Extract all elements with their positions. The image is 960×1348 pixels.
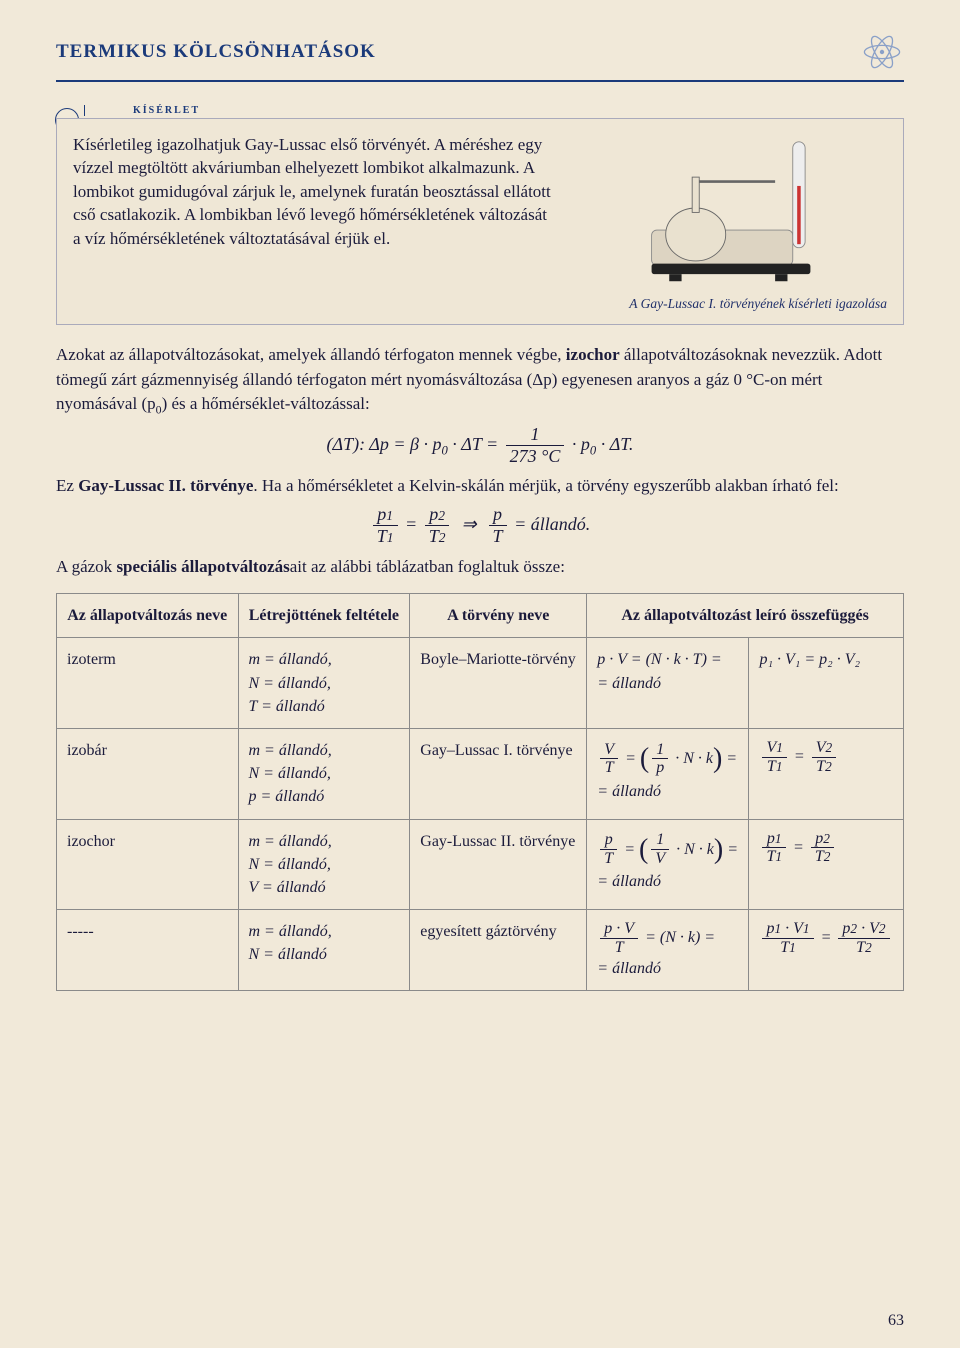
e: p · V = (N · k · T) = — [597, 651, 721, 668]
cell-eq-b: V1T1 = V2T2 — [749, 729, 904, 820]
c: T = állandó — [249, 698, 325, 715]
c: m = állandó, — [249, 742, 332, 759]
paragraph-3: A gázok speciális állapotváltozásait az … — [56, 555, 904, 580]
cell-eq-a: p · V = (N · k · T) = = állandó — [587, 638, 749, 729]
experiment-text: Kísérletileg igazolhatjuk Gay-Lussac els… — [73, 133, 557, 314]
c: m = állandó, — [249, 923, 332, 940]
body-text: Azokat az állapotváltozásokat, amelyek á… — [56, 343, 904, 991]
table-header-row: Az állapot­változás neve Létrejöttének f… — [57, 594, 904, 638]
cell-name: ----- — [57, 910, 239, 991]
section-tag: KÍSÉRLET — [84, 105, 200, 116]
experiment-figure: A Gay-Lussac I. törvényének kísérleti ig… — [575, 133, 887, 314]
e: = állandó — [597, 675, 661, 692]
atom-icon — [860, 30, 904, 74]
cell-cond: m = állandó, N = állandó, V = állandó — [238, 819, 410, 910]
text: . Ha a hőmérsékletet a Kelvin-skálán mér… — [253, 476, 838, 495]
e: = (N · k) = — [645, 929, 715, 946]
table-row: izochor m = állandó, N = állandó, V = ál… — [57, 819, 904, 910]
table-row: ----- m = állandó, N = állandó egyesítet… — [57, 910, 904, 991]
table-row: izoterm m = állandó, N = állandó, T = ál… — [57, 638, 904, 729]
c: m = állandó, — [249, 833, 332, 850]
cell-name: izobár — [57, 729, 239, 820]
table-row: izobár m = állandó, N = állandó, p = áll… — [57, 729, 904, 820]
cell-eq-b: p₁ · V₁ = p₂ · V₂ — [749, 638, 904, 729]
text: ait az alábbi táblázatban foglaltuk össz… — [290, 557, 565, 576]
formula-gay-lussac-2-kelvin: p1T1 = p2T2 ⇒ pT = állandó. — [56, 505, 904, 546]
cell-eq-b: p1 · V1T1 = p2 · V2T2 — [749, 910, 904, 991]
f: · ΔT = — [448, 434, 503, 454]
e: p₁ · V₁ = p₂ · V₂ — [759, 651, 860, 668]
th-eq: Az állapotváltozást leíró össze­függés — [587, 594, 904, 638]
cell-cond: m = állandó, N = állandó, T = állandó — [238, 638, 410, 729]
page-title: TERMIKUS KÖLCSÖNHATÁSOK — [56, 41, 376, 63]
f: (ΔT): Δp = β · p — [327, 434, 442, 454]
th-name: Az állapot­változás neve — [57, 594, 239, 638]
cell-eq-a: VT = (1p · N · k) = = állandó — [587, 729, 749, 820]
cell-cond: m = állandó, N = állandó — [238, 910, 410, 991]
c: V = állandó — [249, 879, 326, 896]
cell-eq-a: pT = (1V · N · k) = = állandó — [587, 819, 749, 910]
paragraph-2: Ez Gay-Lussac II. törvénye. Ha a hőmérsé… — [56, 474, 904, 499]
cell-name: izoterm — [57, 638, 239, 729]
term-gl2: Gay-Lussac II. törvénye — [78, 476, 253, 495]
cell-law: Boyle–Ma­riotte-tör­vény — [410, 638, 587, 729]
c: p = állandó — [249, 788, 325, 805]
f: · ΔT. — [596, 434, 633, 454]
page-number: 63 — [888, 1312, 904, 1330]
f: = állandó. — [514, 514, 590, 534]
c: N = állandó, — [249, 856, 331, 873]
e: = állandó — [597, 873, 661, 890]
figure-caption: A Gay-Lussac I. törvényének kísérleti ig… — [575, 295, 887, 314]
cell-eq-a: p · VT = (N · k) = = állandó — [587, 910, 749, 991]
th-cond: Létrejöttének feltétele — [238, 594, 410, 638]
experiment-box: Kísérletileg igazolhatjuk Gay-Lussac els… — [56, 118, 904, 325]
term-izochor: izochor — [566, 345, 620, 364]
cell-law: Gay-Lussac II. törvénye — [410, 819, 587, 910]
f: 1 — [506, 425, 565, 446]
formula-gay-lussac-2-delta: (ΔT): Δp = β · p0 · ΔT = 1273 °C · p0 · … — [56, 425, 904, 466]
cell-name: izochor — [57, 819, 239, 910]
cell-cond: m = állandó, N = állandó, p = állandó — [238, 729, 410, 820]
gas-laws-table: Az állapot­változás neve Létrejöttének f… — [56, 593, 904, 991]
f: 273 °C — [506, 446, 565, 467]
cell-eq-b: p1T1 = p2T2 — [749, 819, 904, 910]
th-law: A törvény neve — [410, 594, 587, 638]
page-header: TERMIKUS KÖLCSÖNHATÁSOK — [56, 30, 904, 82]
term-spec: speciális állapotváltozás — [116, 557, 289, 576]
cell-law: Gay–Lussac I. törvénye — [410, 729, 587, 820]
f: · p — [572, 434, 590, 454]
e: = állandó — [597, 960, 661, 977]
text: Azokat az állapotváltozásokat, amelyek á… — [56, 345, 566, 364]
c: N = állandó — [249, 946, 327, 963]
text: Ez — [56, 476, 78, 495]
text: ) és a hőmérséklet-változással: — [162, 394, 370, 413]
c: m = állandó, — [249, 651, 332, 668]
e: = állandó — [597, 783, 661, 800]
c: N = állandó, — [249, 765, 331, 782]
c: N = állandó, — [249, 675, 331, 692]
paragraph-1: Azokat az állapotváltozásokat, amelyek á… — [56, 343, 904, 419]
text: A gázok — [56, 557, 116, 576]
cell-law: egyesített gáztörvény — [410, 910, 587, 991]
